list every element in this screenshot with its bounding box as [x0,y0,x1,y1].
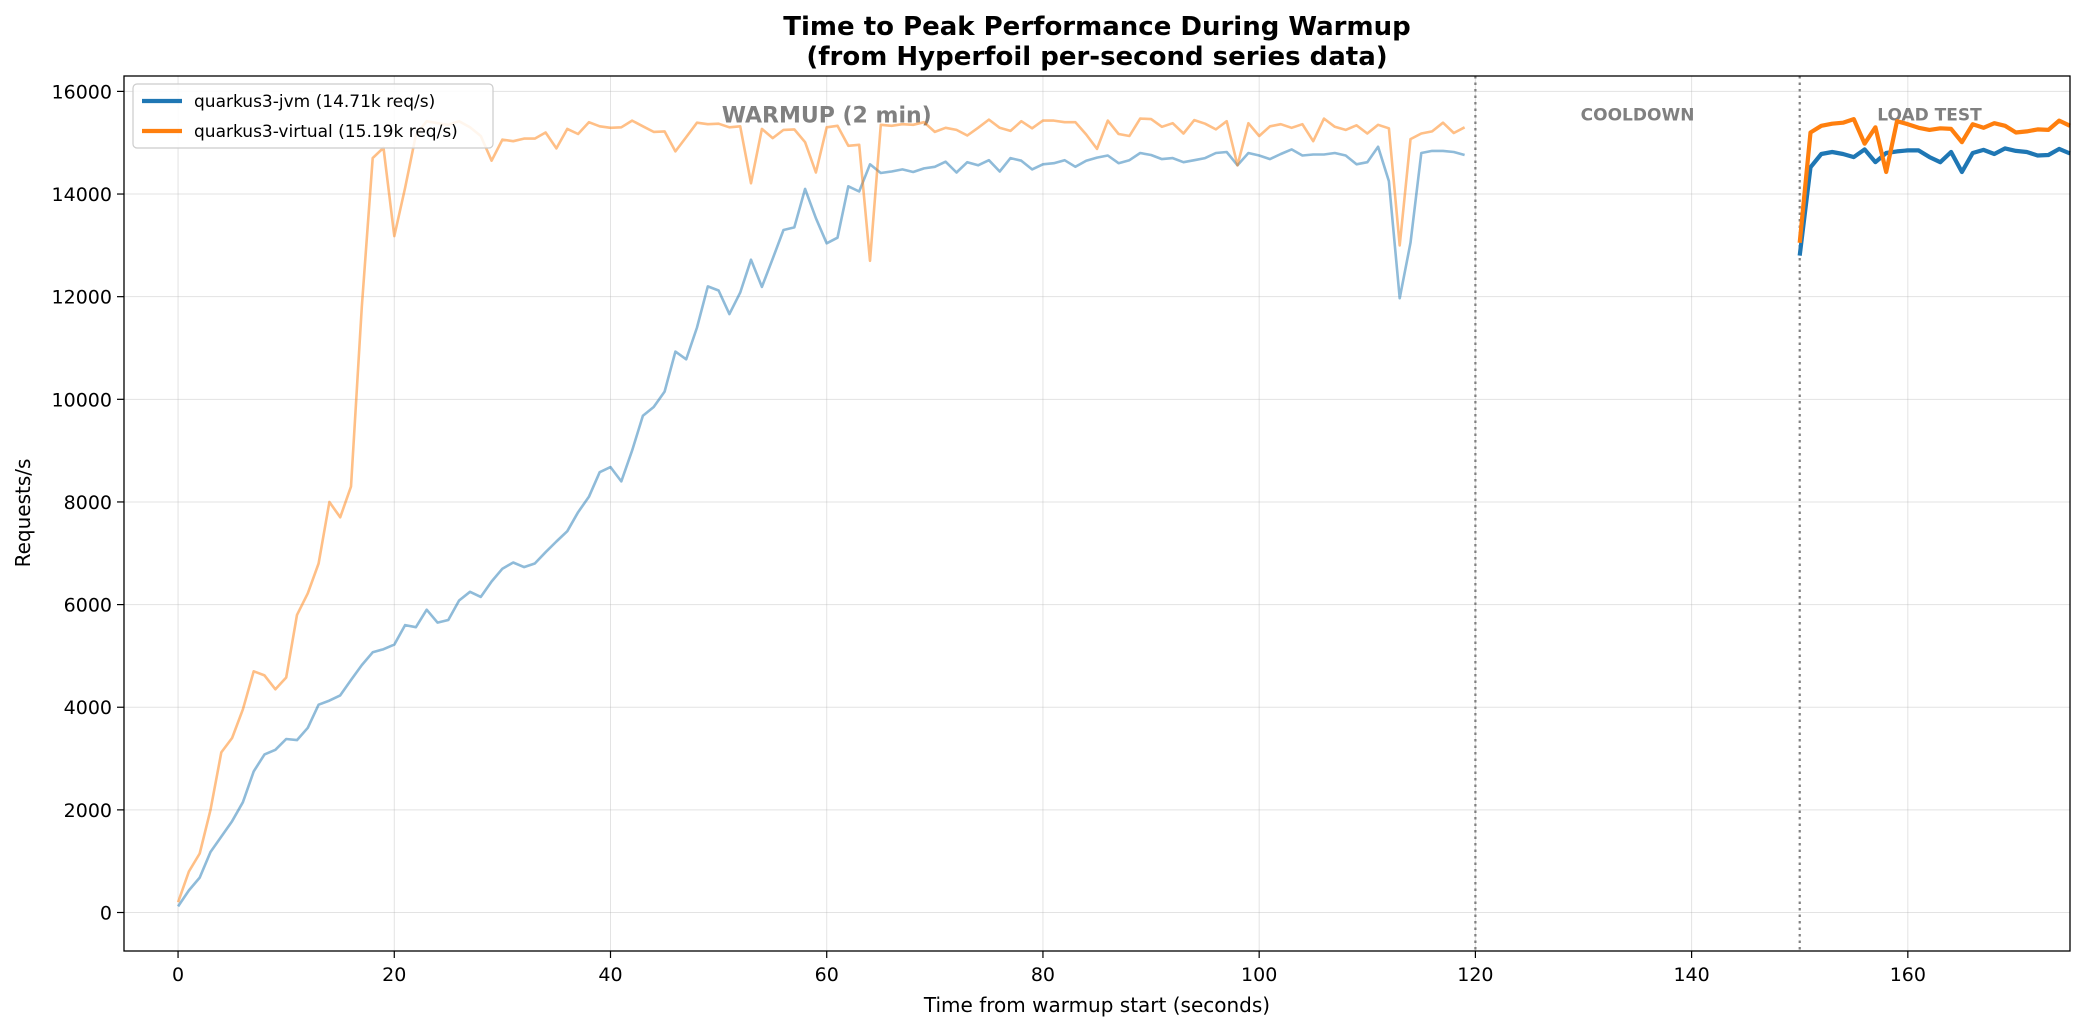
x-tick-label: 120 [1457,964,1493,986]
series-warmup-line-1 [176,117,1466,903]
legend: quarkus3-jvm (14.71k req/s) quarkus3-virt… [132,83,494,149]
legend-label: quarkus3-jvm (14.71k req/s) [194,92,435,112]
y-axis-label: Requests/s [11,459,35,568]
chart-title: Time to Peak Performance During Warmup [783,12,1410,42]
x-tick-label: 160 [1890,964,1926,986]
x-tick-label: 100 [1241,964,1277,986]
chart-subtitle: (from Hyperfoil per-second series data) [806,42,1387,72]
x-tick-label: 20 [382,964,406,986]
y-tick-label: 10000 [52,389,112,411]
x-tick-label: 40 [598,964,622,986]
x-tick-label: 80 [1031,964,1055,986]
phase-boundaries [1474,76,1801,951]
x-tick-label: 140 [1673,964,1709,986]
y-tick-label: 14000 [52,184,112,206]
phase-label: LOAD TEST [1877,106,1982,126]
y-tick-label: 12000 [52,287,112,309]
y-tick-label: 16000 [52,81,112,103]
axis-ticks: 0 20 40 60 80 100 120 140 160 0 2000 4000 6000 8000 10… [52,81,1926,986]
x-axis-label: Time from warmup start (seconds) [923,993,1270,1017]
grid [124,76,2070,951]
phase-labels: WARMUP (2 min) COOLDOWN LOAD TEST [722,103,1982,128]
series-loadtest-line-1 [1797,116,2071,244]
legend-box [132,83,494,149]
series-warmup-line-0 [177,145,1465,908]
y-tick-label: 2000 [64,800,112,822]
x-tick-label: 60 [815,964,839,986]
phase-label: COOLDOWN [1581,106,1695,126]
y-tick-label: 4000 [64,697,112,719]
series-loadtest-line-0 [1797,146,2071,256]
y-tick-label: 6000 [64,595,112,617]
legend-label: quarkus3-virtual (15.19k req/s) [194,122,458,142]
plot-frame [123,75,2071,952]
x-tick-label: 0 [172,964,184,986]
y-tick-label: 8000 [64,492,112,514]
y-tick-label: 0 [100,903,112,925]
series-lines [176,116,2071,908]
